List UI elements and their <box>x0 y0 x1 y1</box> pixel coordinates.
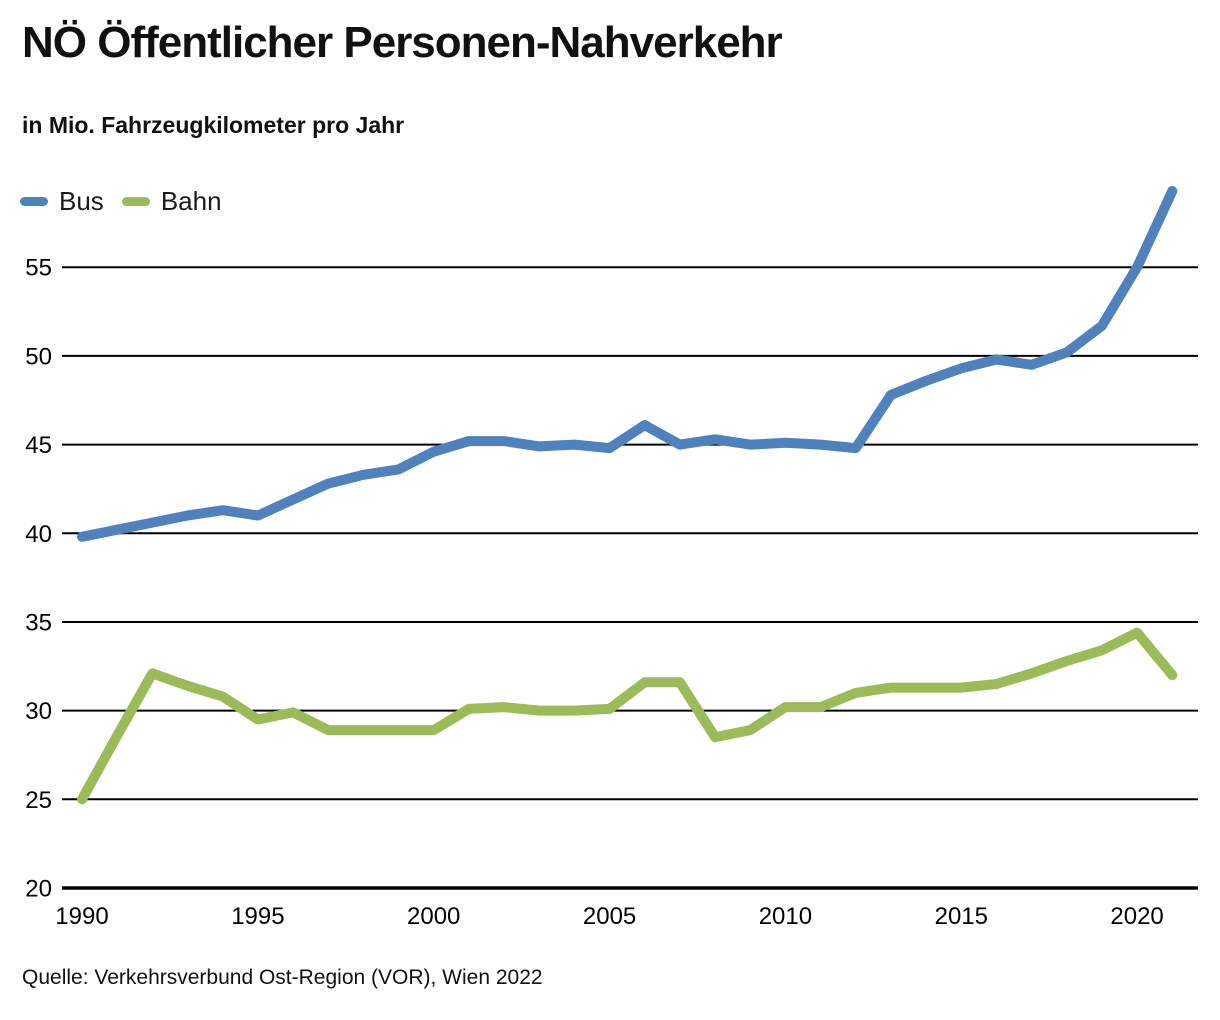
x-axis-labels: 1990 1995 2000 2005 2010 2015 2020 <box>55 903 1163 930</box>
y-tick-label: 50 <box>25 343 52 370</box>
chart-subtitle: in Mio. Fahrzeugkilometer pro Jahr <box>22 112 405 138</box>
x-tick-label: 2020 <box>1110 903 1163 930</box>
chart-title: NÖ Öffentlicher Personen-Nahverkehr <box>22 18 783 67</box>
legend-item-bus: Bus <box>20 186 104 217</box>
y-tick-label: 45 <box>25 432 52 459</box>
bus-legend-label: Bus <box>59 186 104 216</box>
y-tick-label: 55 <box>25 255 52 282</box>
bahn-legend-swatch-icon <box>121 197 150 206</box>
bahn-legend-label: Bahn <box>160 186 222 216</box>
chart-legend: Bus Bahn <box>20 186 222 217</box>
gridlines: 20 25 30 35 40 45 50 55 <box>25 255 1198 903</box>
x-tick-label: 2005 <box>583 903 636 930</box>
x-tick-label: 1990 <box>55 903 108 930</box>
legend-item-bahn: Bahn <box>121 186 222 217</box>
x-tick-label: 2000 <box>407 903 460 930</box>
y-tick-label: 40 <box>25 521 52 548</box>
source-note: Quelle: Verkehrsverbund Ost-Region (VOR)… <box>22 966 543 989</box>
bus-line <box>77 186 1178 542</box>
y-tick-label: 25 <box>25 787 52 814</box>
x-tick-label: 2010 <box>759 903 812 930</box>
y-tick-label: 35 <box>25 610 52 637</box>
x-tick-label: 1995 <box>231 903 284 930</box>
x-tick-label: 2015 <box>935 903 988 930</box>
bahn-line <box>77 627 1178 805</box>
y-tick-label: 30 <box>25 698 52 725</box>
bus-legend-swatch-icon <box>20 197 48 206</box>
y-tick-label: 20 <box>25 876 52 903</box>
